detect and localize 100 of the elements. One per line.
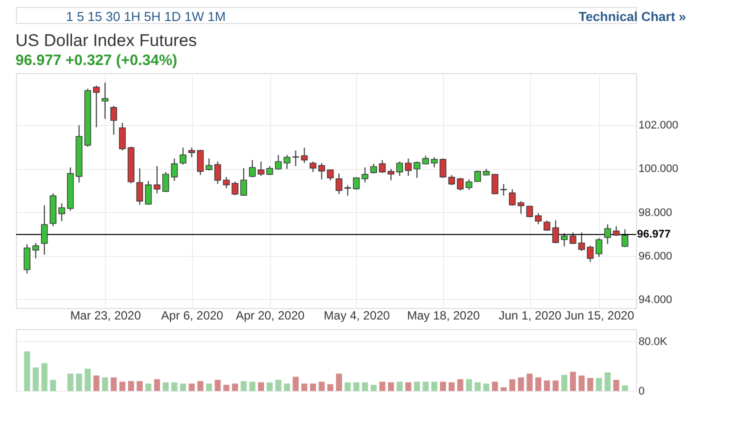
bar: [318, 382, 325, 391]
candlestick: [24, 244, 30, 274]
bar: [457, 379, 464, 391]
candlestick: [102, 82, 108, 120]
bar: [292, 376, 299, 391]
candlestick: [240, 168, 248, 196]
bar: [388, 382, 394, 391]
bar: [41, 363, 48, 391]
bar: [396, 382, 403, 391]
candlestick: [119, 122, 126, 151]
bar: [162, 382, 169, 391]
candlestick: [388, 168, 394, 181]
bar: [353, 382, 360, 391]
candlestick: [544, 220, 550, 232]
bar: [76, 374, 82, 391]
bar: [440, 382, 446, 391]
x-tick-label: Apr 6, 2020: [161, 308, 224, 322]
y-tick-label: 100.000: [638, 163, 678, 176]
candlestick: [214, 161, 222, 184]
bar: [448, 382, 455, 391]
candlestick: [448, 174, 455, 186]
x-tick-label: May 4, 2020: [324, 308, 390, 322]
y-tick-label: 102.000: [638, 120, 678, 132]
x-tick-label: Mar 23, 2020: [70, 308, 142, 322]
y-tick-label: 98.000: [638, 206, 672, 219]
x-tick-label: Apr 20, 2020: [236, 308, 305, 322]
x-tick-label: Jun 1, 2020: [498, 308, 562, 322]
bar: [370, 384, 377, 391]
candlestick: [534, 212, 542, 225]
candlestick: [508, 188, 516, 206]
bar: [336, 374, 342, 391]
candlestick: [180, 147, 186, 166]
candlestick: [570, 232, 576, 245]
bar: [171, 382, 178, 391]
y-tick-label: 80.0K: [638, 336, 668, 348]
chart-subtitle: 96.977 +0.327 (+0.34%): [16, 52, 178, 69]
candlestick: [526, 205, 533, 218]
bar: [578, 376, 585, 391]
bar: [344, 382, 351, 391]
bar: [362, 382, 368, 391]
bar: [613, 380, 620, 391]
candlestick: [145, 180, 152, 206]
bar: [214, 380, 221, 391]
bar: [249, 382, 256, 391]
candlestick: [396, 161, 403, 176]
bar: [310, 384, 316, 391]
bar: [188, 384, 195, 391]
text: 1 5 15 30 1H 5H 1D 1W 1M: [66, 9, 226, 24]
candlestick: [41, 204, 48, 256]
bar: [67, 374, 74, 391]
bar: [492, 382, 498, 391]
bar: [535, 377, 542, 391]
bar: [180, 384, 186, 391]
bar: [327, 384, 334, 391]
bar: [405, 382, 412, 391]
candlestick: [318, 162, 326, 180]
ref-line-label: 96.977: [637, 228, 671, 241]
candlestick: [612, 226, 620, 236]
bar: [596, 378, 602, 391]
chart-title: US Dollar Index Futures: [16, 31, 197, 50]
candlestick: [578, 232, 585, 252]
bar: [518, 377, 524, 391]
candlestick: [430, 156, 438, 168]
bar: [301, 384, 308, 391]
candlestick: [560, 232, 568, 247]
bar: [414, 382, 420, 391]
bar: [604, 372, 611, 391]
candlestick: [622, 228, 628, 248]
bar: [84, 368, 91, 391]
bar: [526, 374, 533, 391]
candlestick: [154, 166, 160, 194]
candlestick: [310, 161, 316, 173]
bar: [50, 380, 56, 391]
bar: [622, 385, 628, 391]
candlestick: [378, 160, 386, 174]
candlestick: [274, 154, 282, 170]
candlestick: [249, 160, 256, 178]
candlestick: [110, 105, 118, 136]
bar: [119, 382, 126, 391]
candlestick: [518, 200, 524, 214]
bar: [509, 379, 516, 391]
bar: [232, 384, 238, 391]
candlestick: [206, 158, 212, 171]
bar: [561, 374, 568, 391]
bar: [552, 380, 559, 391]
candlestick: [362, 166, 368, 183]
bar: [197, 381, 204, 391]
candlestick: [370, 163, 378, 174]
bar: [275, 380, 282, 391]
candlestick: [93, 85, 100, 128]
bar: [284, 384, 290, 391]
candlestick: [223, 176, 230, 189]
candlestick: [162, 172, 170, 193]
candlestick: [188, 147, 196, 158]
bar: [24, 351, 30, 391]
bar: [466, 379, 472, 391]
candlestick: [300, 147, 308, 164]
candlestick: [552, 220, 559, 244]
bar: [102, 377, 108, 391]
candlestick: [136, 168, 144, 206]
